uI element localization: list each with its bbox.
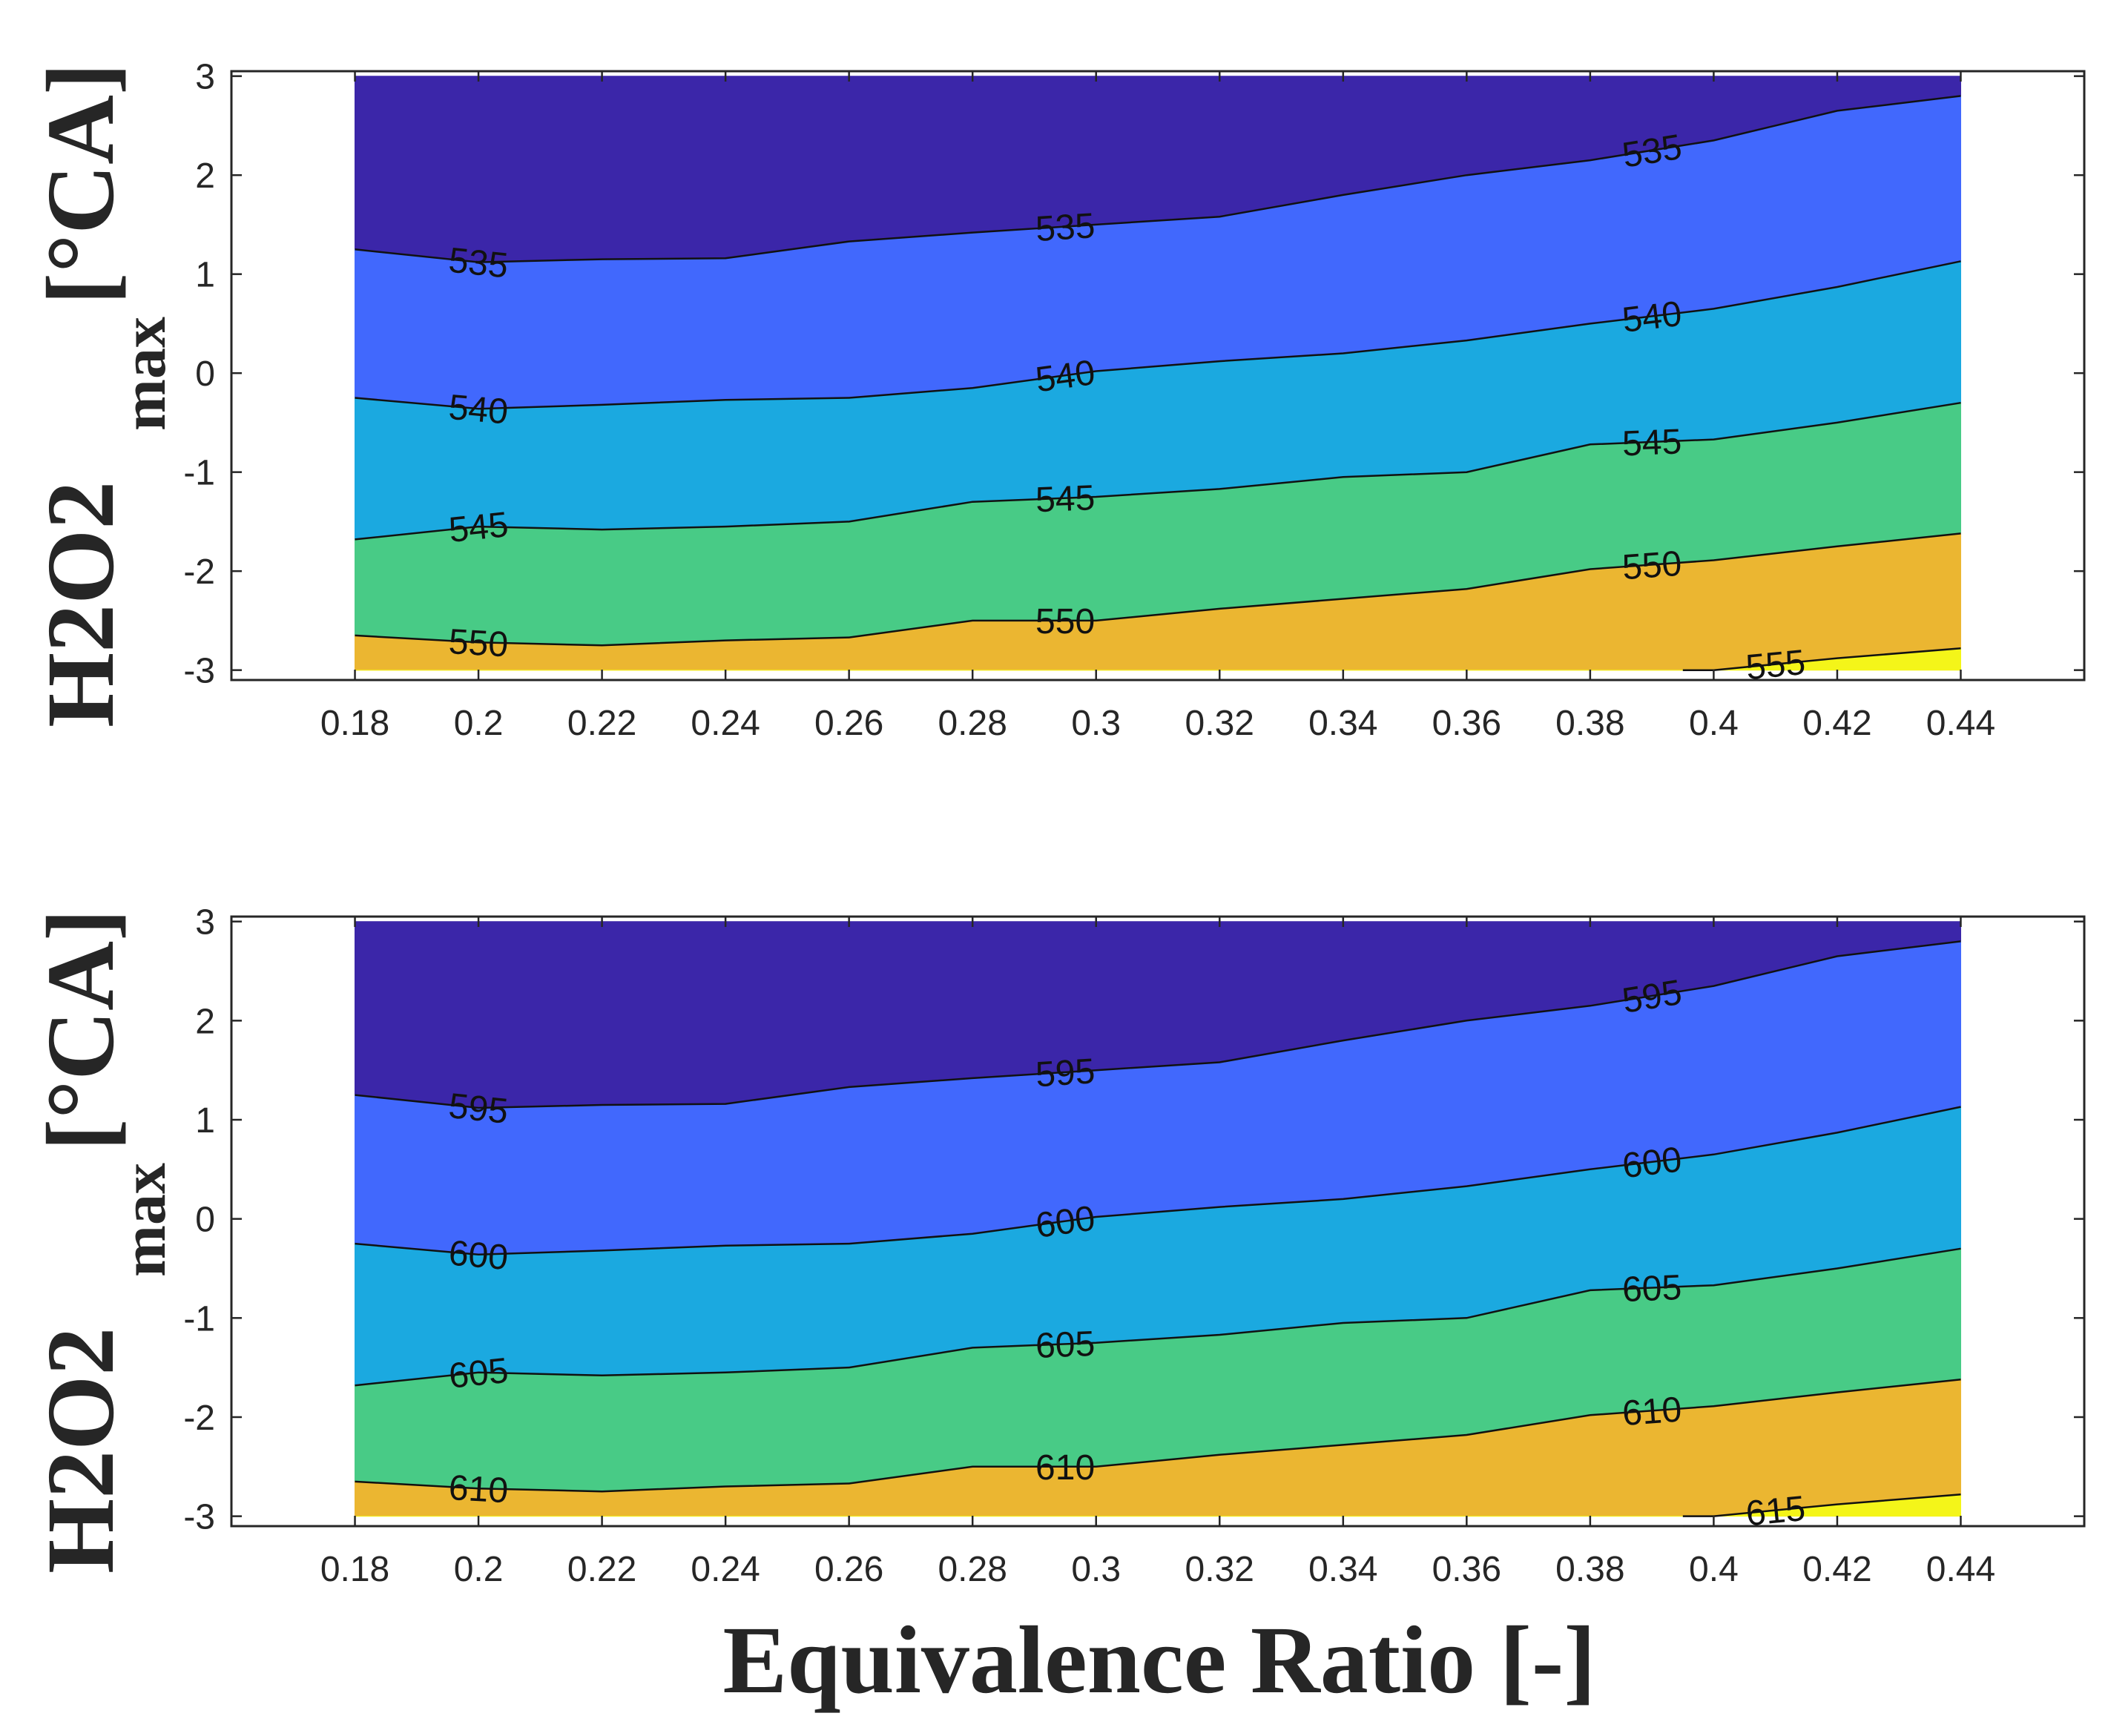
contour-label: 600: [1620, 1140, 1684, 1186]
contour-label: 595: [1035, 1052, 1096, 1095]
x-tick-label: 0.24: [691, 1550, 760, 1589]
x-tick-label: 0.24: [691, 704, 760, 743]
top-axes-box: [230, 70, 2086, 681]
x-tick-label: 0.38: [1555, 1550, 1624, 1589]
x-tick-label: 0.3: [1071, 704, 1121, 743]
x-tick-label: 0.42: [1802, 704, 1871, 743]
y-tick-label: -1: [183, 1299, 215, 1339]
contour-band: [355, 647, 1961, 671]
contour-line: [355, 1378, 1961, 1493]
y-tick-label: -2: [183, 552, 215, 592]
contour-line: [355, 1247, 1961, 1387]
bottom-y-axis-label: H2O2: [27, 1327, 134, 1574]
contour-band: [355, 1494, 1961, 1517]
contour-line: [355, 940, 1961, 1109]
contour-label: 595: [1620, 973, 1684, 1021]
y-tick-label: 2: [195, 156, 215, 196]
contour-label: 610: [448, 1468, 510, 1511]
y-tick-label: -2: [183, 1399, 215, 1438]
y-tick-label: 0: [195, 1201, 215, 1240]
x-tick-label: 0.2: [454, 1550, 504, 1589]
y-tick-label: -3: [183, 652, 215, 691]
x-axis-label: Equivalence Ratio [-]: [722, 1607, 1595, 1714]
contour-label: 540: [447, 388, 510, 432]
x-tick-label: 0.32: [1185, 704, 1254, 743]
contour-label: 605: [1621, 1268, 1682, 1310]
contour-label: 535: [1035, 206, 1096, 249]
contour-label: 610: [1035, 1448, 1095, 1488]
y-tick-label: 1: [195, 1101, 215, 1141]
x-tick-label: 0.34: [1308, 704, 1377, 743]
contour-line: [355, 401, 1961, 541]
contour-label: 550: [448, 622, 510, 664]
y-tick-label: -3: [183, 1498, 215, 1537]
contour-label: 540: [1620, 294, 1684, 340]
x-tick-label: 0.4: [1689, 1550, 1739, 1589]
contour-label: 540: [1033, 353, 1098, 400]
bottom-y-axis-label-unit: [°CA]: [27, 909, 134, 1151]
x-tick-label: 0.36: [1432, 704, 1501, 743]
x-tick-label: 0.4: [1689, 704, 1739, 743]
x-tick-label: 0.38: [1555, 704, 1624, 743]
contour-label: 600: [447, 1233, 510, 1278]
y-tick-label: -1: [183, 454, 215, 493]
x-tick-label: 0.18: [320, 704, 389, 743]
bottom-contour-panel: 595595595600600600605605605610610610615 …: [27, 903, 2086, 1589]
x-tick-label: 0.32: [1185, 1550, 1254, 1589]
y-tick-label: 3: [195, 58, 215, 97]
top-contour-lines: [355, 95, 1961, 671]
x-tick-label: 0.44: [1926, 1550, 1995, 1589]
bottom-contour-lines: [355, 940, 1961, 1517]
contour-label: 600: [1033, 1199, 1098, 1246]
x-tick-label: 0.26: [814, 1550, 883, 1589]
contour-line: [355, 260, 1961, 410]
x-tick-label: 0.44: [1926, 704, 1995, 743]
x-tick-label: 0.28: [938, 1550, 1007, 1589]
contour-label: 545: [1621, 422, 1682, 463]
contour-label: 535: [447, 241, 510, 286]
y-tick-label: 3: [195, 903, 215, 943]
bottom-contour-fills: [355, 921, 1961, 1517]
top-y-axis-label: H2O2: [27, 481, 134, 727]
contour-line: [1682, 647, 1961, 671]
y-tick-label: 1: [195, 256, 215, 295]
x-tick-label: 0.2: [454, 704, 504, 743]
x-tick-label: 0.34: [1308, 1550, 1377, 1589]
top-y-axis-label-subscript: max: [110, 317, 179, 431]
bottom-axes-box: [230, 915, 2086, 1528]
top-axis-ticks: 0.18 0.2 0.22 0.24 0.26 0.28 0.3 0.32 0.34 0.36 0.…: [183, 58, 2084, 743]
y-tick-label: 2: [195, 1002, 215, 1041]
contour-label: 605: [1035, 1324, 1096, 1366]
bottom-y-axis-label-subscript: max: [110, 1163, 179, 1277]
contour-label: 550: [1035, 602, 1095, 641]
contour-label: 545: [1035, 478, 1096, 520]
contour-label: 535: [1620, 128, 1684, 176]
contour-label: 605: [447, 1351, 510, 1396]
contour-line: [1682, 1493, 1961, 1517]
x-tick-label: 0.22: [567, 1550, 636, 1589]
x-tick-label: 0.26: [814, 704, 883, 743]
contour-label: 610: [1621, 1390, 1683, 1433]
contour-line: [355, 95, 1961, 263]
top-contour-panel: 535535535540540540545545545550550550555 …: [27, 58, 2086, 743]
x-tick-label: 0.42: [1802, 1550, 1871, 1589]
x-tick-label: 0.22: [567, 704, 636, 743]
top-y-axis-label-unit: [°CA]: [27, 63, 134, 305]
x-tick-label: 0.36: [1432, 1550, 1501, 1589]
x-tick-label: 0.18: [320, 1550, 389, 1589]
contour-line: [355, 532, 1961, 647]
contour-line: [355, 1106, 1961, 1256]
x-tick-label: 0.28: [938, 704, 1007, 743]
top-contour-fills: [355, 76, 1961, 671]
y-tick-label: 0: [195, 354, 215, 394]
contour-label: 550: [1621, 544, 1683, 588]
bottom-axis-ticks: 0.18 0.2 0.22 0.24 0.26 0.28 0.3 0.32 0.34 0.36 0.…: [183, 903, 2084, 1589]
x-tick-label: 0.3: [1071, 1550, 1121, 1589]
contour-label: 545: [447, 505, 510, 550]
contour-label: 595: [447, 1086, 510, 1132]
